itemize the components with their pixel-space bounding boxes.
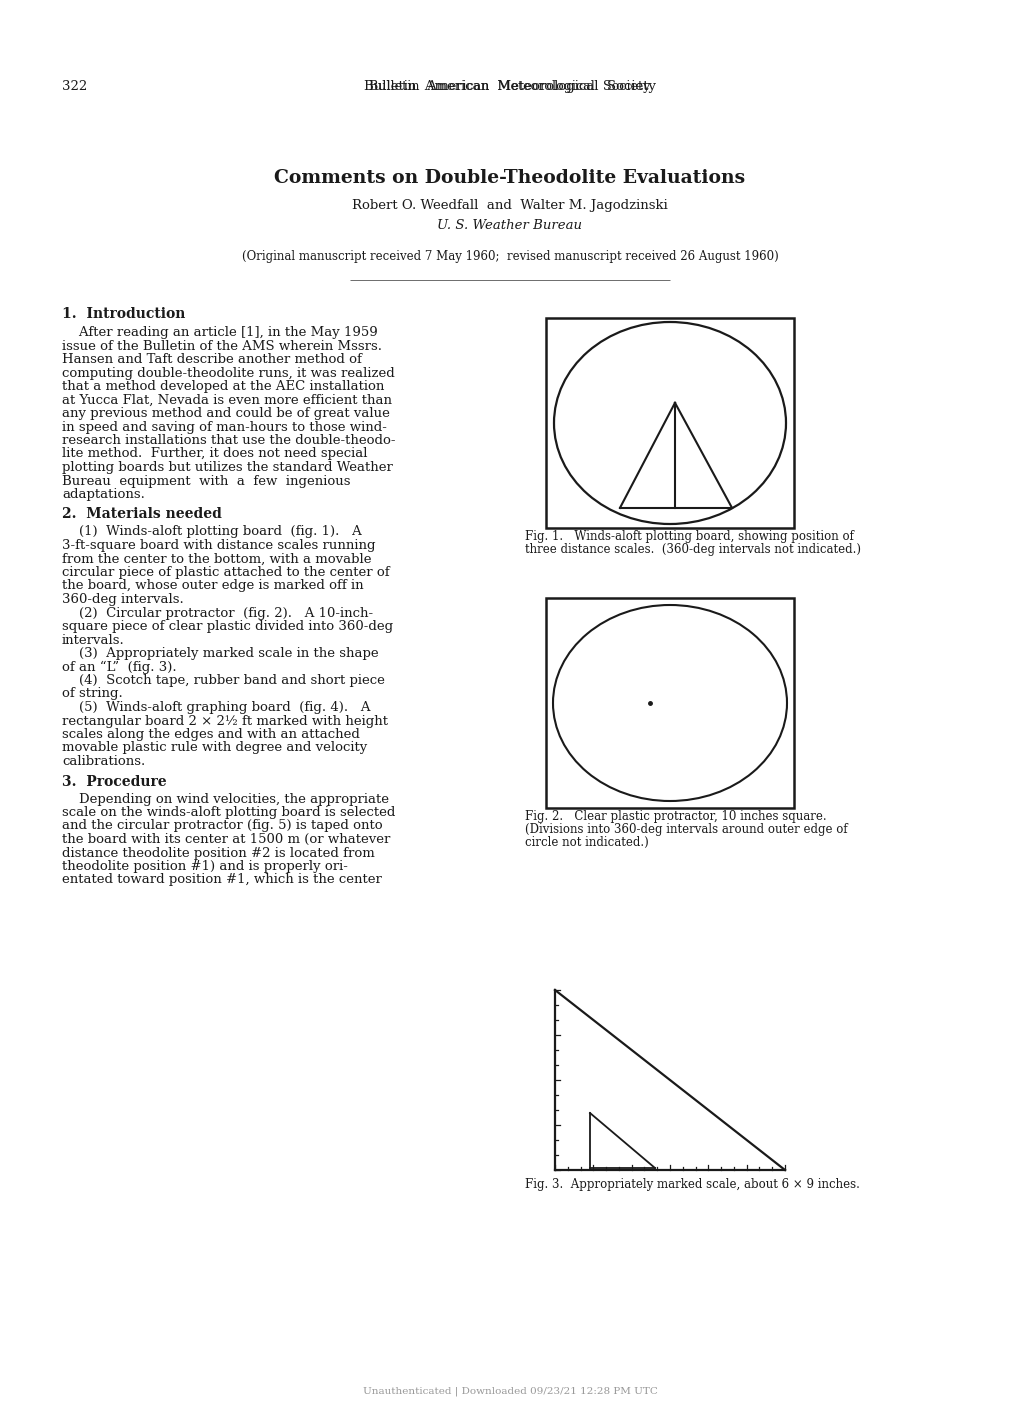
Text: and the circular protractor (fig. 5) is taped onto: and the circular protractor (fig. 5) is …	[62, 820, 382, 833]
Text: 360-deg intervals.: 360-deg intervals.	[62, 593, 183, 606]
Text: Comments on Double-Theodolite Evaluations: Comments on Double-Theodolite Evaluation…	[274, 169, 745, 187]
Text: research installations that use the double-theodo-: research installations that use the doub…	[62, 434, 395, 447]
Text: in speed and saving of man-hours to those wind-: in speed and saving of man-hours to thos…	[62, 420, 386, 434]
Text: (5)  Winds-aloft graphing board  (fig. 4).   A: (5) Winds-aloft graphing board (fig. 4).…	[62, 702, 370, 714]
Text: After reading an article [1], in the May 1959: After reading an article [1], in the May…	[62, 325, 377, 340]
Text: distance theodolite position #2 is located from: distance theodolite position #2 is locat…	[62, 847, 374, 859]
Text: circular piece of plastic attached to the center of: circular piece of plastic attached to th…	[62, 566, 389, 579]
Text: computing double-theodolite runs, it was realized: computing double-theodolite runs, it was…	[62, 366, 394, 379]
Text: at Yucca Flat, Nevada is even more efficient than: at Yucca Flat, Nevada is even more effic…	[62, 393, 391, 407]
Text: 322: 322	[62, 80, 88, 93]
Text: from the center to the bottom, with a movable: from the center to the bottom, with a mo…	[62, 552, 371, 565]
Text: Robert O. Weedfall  and  Walter M. Jagodzinski: Robert O. Weedfall and Walter M. Jagodzi…	[352, 199, 667, 211]
Text: Unauthenticated | Downloaded 09/23/21 12:28 PM UTC: Unauthenticated | Downloaded 09/23/21 12…	[362, 1386, 657, 1395]
Text: Fig. 2.   Clear plastic protractor, 10 inches square.: Fig. 2. Clear plastic protractor, 10 inc…	[525, 810, 825, 823]
Text: square piece of clear plastic divided into 360-deg: square piece of clear plastic divided in…	[62, 620, 392, 633]
Text: (2)  Circular protractor  (fig. 2).   A 10-inch-: (2) Circular protractor (fig. 2). A 10-i…	[62, 606, 373, 620]
Text: the board with its center at 1500 m (or whatever: the board with its center at 1500 m (or …	[62, 833, 390, 845]
Text: the board, whose outer edge is marked off in: the board, whose outer edge is marked of…	[62, 579, 363, 593]
Text: that a method developed at the AEC installation: that a method developed at the AEC insta…	[62, 380, 384, 393]
Text: Fig. 1.   Winds-aloft plotting board, showing position of: Fig. 1. Winds-aloft plotting board, show…	[525, 530, 853, 542]
Text: (3)  Appropriately marked scale in the shape: (3) Appropriately marked scale in the sh…	[62, 647, 378, 659]
Text: theodolite position #1) and is properly ori-: theodolite position #1) and is properly …	[62, 859, 347, 874]
Text: scales along the edges and with an attached: scales along the edges and with an attac…	[62, 728, 360, 741]
Text: (1)  Winds-aloft plotting board  (fig. 1).   A: (1) Winds-aloft plotting board (fig. 1).…	[62, 526, 362, 538]
Text: of string.: of string.	[62, 688, 122, 700]
Text: entated toward position #1, which is the center: entated toward position #1, which is the…	[62, 874, 381, 886]
Text: (4)  Scotch tape, rubber band and short piece: (4) Scotch tape, rubber band and short p…	[62, 674, 384, 688]
Text: Fig. 3.  Appropriately marked scale, about 6 × 9 inches.: Fig. 3. Appropriately marked scale, abou…	[525, 1178, 859, 1191]
Text: Depending on wind velocities, the appropriate: Depending on wind velocities, the approp…	[62, 792, 388, 806]
Text: U. S. Weather Bureau: U. S. Weather Bureau	[437, 218, 582, 232]
Text: intervals.: intervals.	[62, 634, 124, 647]
Text: issue of the Bulletin of the AMS wherein Mssrs.: issue of the Bulletin of the AMS wherein…	[62, 340, 382, 352]
Text: calibrations.: calibrations.	[62, 755, 145, 768]
Text: Bulletin  American  Meteorological  Society: Bulletin American Meteorological Society	[369, 80, 650, 93]
Text: adaptations.: adaptations.	[62, 488, 145, 502]
Text: Bulletin  American  Meteorological  Society: Bulletin American Meteorological Society	[364, 80, 655, 93]
Text: of an “L”  (fig. 3).: of an “L” (fig. 3).	[62, 661, 176, 674]
Text: (Original manuscript received 7 May 1960;  revised manuscript received 26 August: (Original manuscript received 7 May 1960…	[242, 249, 777, 263]
Bar	[545, 318, 793, 528]
Text: Bureau  equipment  with  a  few  ingenious: Bureau equipment with a few ingenious	[62, 475, 351, 488]
Text: movable plastic rule with degree and velocity: movable plastic rule with degree and vel…	[62, 741, 367, 754]
Text: circle not indicated.): circle not indicated.)	[525, 836, 648, 850]
Text: scale on the winds-aloft plotting board is selected: scale on the winds-aloft plotting board …	[62, 806, 395, 819]
Text: three distance scales.  (360-deg intervals not indicated.): three distance scales. (360-deg interval…	[525, 542, 860, 557]
Text: 3-ft-square board with distance scales running: 3-ft-square board with distance scales r…	[62, 540, 375, 552]
Text: plotting boards but utilizes the standard Weather: plotting boards but utilizes the standar…	[62, 461, 392, 473]
Text: 3.  Procedure: 3. Procedure	[62, 775, 166, 789]
Text: Hansen and Taft describe another method of: Hansen and Taft describe another method …	[62, 354, 362, 366]
Text: 1.  Introduction: 1. Introduction	[62, 307, 185, 321]
Text: lite method.  Further, it does not need special: lite method. Further, it does not need s…	[62, 448, 367, 461]
Text: rectangular board 2 × 2½ ft marked with height: rectangular board 2 × 2½ ft marked with …	[62, 714, 387, 727]
Text: any previous method and could be of great value: any previous method and could be of grea…	[62, 407, 389, 420]
Text: (Divisions into 360-deg intervals around outer edge of: (Divisions into 360-deg intervals around…	[525, 823, 847, 836]
Bar	[545, 597, 793, 807]
Text: 2.  Materials needed: 2. Materials needed	[62, 507, 222, 521]
